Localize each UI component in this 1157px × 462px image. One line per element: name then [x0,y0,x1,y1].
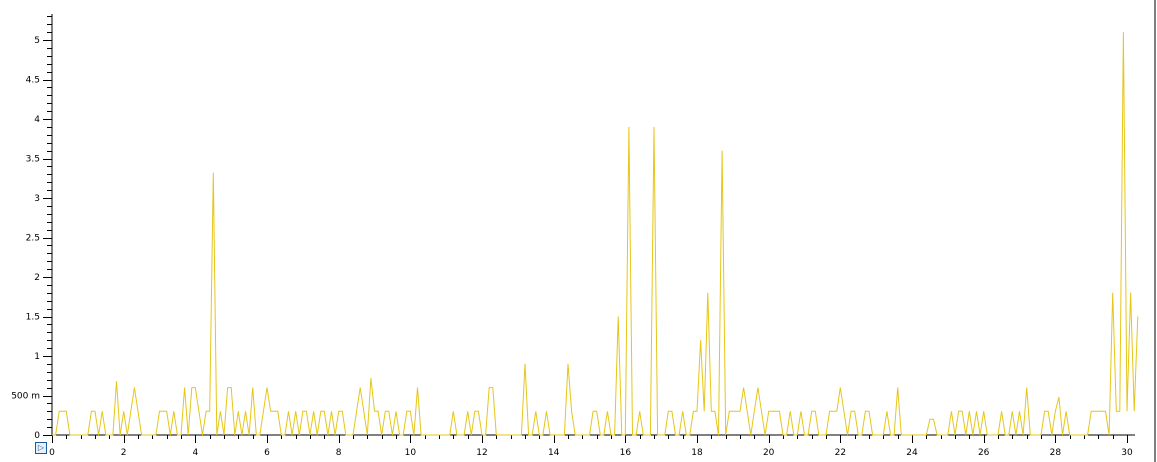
x-tick-label: 14 [548,448,560,458]
x-tick-label: 24 [906,448,918,458]
x-tick-label: 4 [192,448,198,458]
y-tick-label: 3.5 [26,155,40,165]
x-tick-label: 28 [1050,448,1062,458]
y-tick-label: 5 [34,36,40,46]
nav-arrow-button[interactable]: ▷ [35,442,47,454]
y-tick-label: 4 [34,115,40,125]
x-tick-label: 20 [763,448,775,458]
x-tick-label: 22 [835,448,846,458]
y-tick-label: 0 [34,431,40,441]
x-tick-label: 30 [1121,448,1133,458]
y-tick-label: 4.5 [26,76,40,86]
series-layer [52,32,1139,436]
y-tick-label: 2.5 [26,234,40,244]
x-tick-label: 12 [476,448,487,458]
x-tick-label: 6 [264,448,270,458]
y-tick-label: 1 [34,352,40,362]
x-tick-label: 16 [620,448,632,458]
series-line [52,32,1139,436]
x-tick-label: 18 [691,448,703,458]
x-tick-label: 2 [121,448,127,458]
y-tick-label: 3 [34,194,40,204]
x-tick-label: 10 [405,448,417,458]
x-tick-label: 8 [336,448,342,458]
x-tick-label: 26 [978,448,990,458]
y-tick-label: 500 m [11,392,40,402]
x-tick-label: 0 [49,448,55,458]
y-tick-label: 1.5 [26,313,40,323]
nav-arrow-icon: ▷ [37,443,45,452]
y-tick-label: 2 [34,273,40,283]
